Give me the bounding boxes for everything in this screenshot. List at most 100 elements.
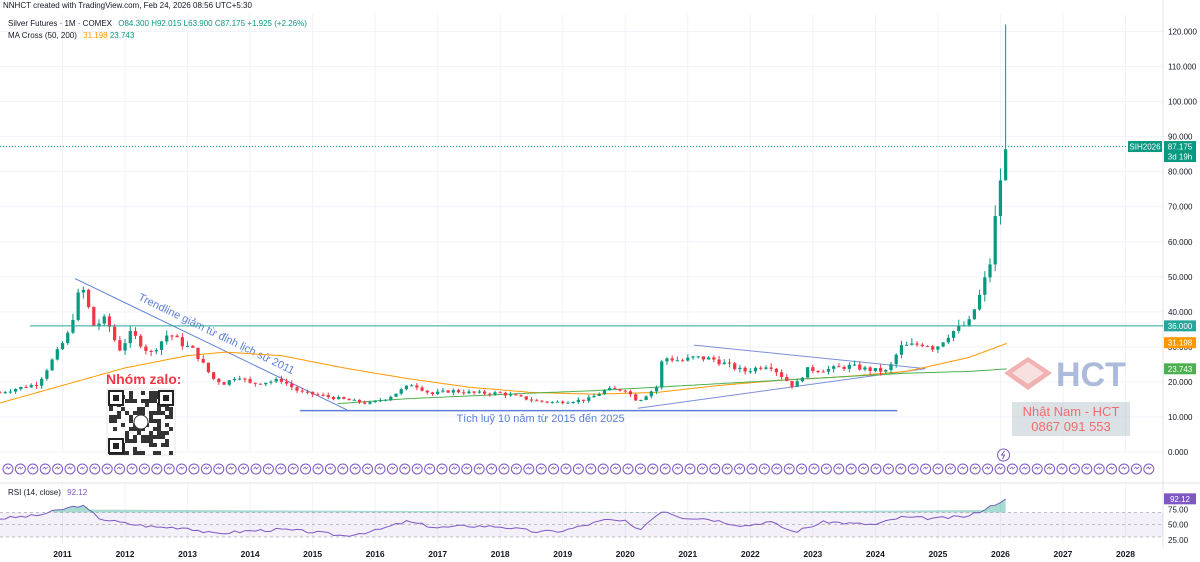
candle — [269, 380, 273, 385]
event-glyph — [54, 466, 61, 470]
countdown-badge: 3d 19h — [1164, 151, 1196, 163]
candle-body — [988, 264, 992, 278]
qr-module — [157, 423, 161, 427]
qr-module — [149, 399, 153, 403]
candle-body — [795, 381, 799, 387]
event-circle — [424, 463, 436, 475]
candle-body — [931, 346, 935, 350]
candle — [102, 314, 106, 327]
rsi-badge: 92.12 — [1164, 493, 1196, 505]
candle-body — [800, 377, 805, 382]
event-circle — [200, 463, 212, 475]
candle-body — [540, 400, 544, 402]
candle-body — [201, 359, 205, 363]
candle-body — [222, 382, 226, 385]
candle-body — [936, 346, 940, 350]
candle — [232, 377, 237, 382]
qr-module — [125, 435, 129, 439]
candle-body — [50, 359, 54, 371]
event-marker — [895, 463, 907, 475]
candle — [253, 382, 257, 387]
rsi-legend[interactable]: RSI (14, close) 92.12 — [8, 488, 87, 498]
candle-body — [368, 402, 372, 404]
candle — [837, 363, 841, 368]
event-marker — [262, 463, 274, 475]
candle-body — [232, 378, 237, 381]
event-glyph — [563, 466, 569, 470]
ma-lines — [0, 342, 1007, 405]
candle-body — [81, 289, 85, 293]
event-circle — [1106, 463, 1118, 475]
candle — [488, 392, 492, 397]
candle-body — [733, 363, 737, 370]
event-glyph — [588, 466, 594, 470]
qr-module — [141, 407, 145, 411]
candle — [498, 391, 502, 394]
event-glyph — [997, 466, 1003, 470]
candle — [550, 401, 554, 404]
event-circle — [1081, 463, 1093, 475]
price-tick-label: 80.000 — [1168, 168, 1193, 177]
event-circle — [994, 463, 1006, 475]
candle-body — [576, 399, 580, 403]
event-glyph — [67, 466, 73, 470]
flash-event-glyph — [1000, 450, 1006, 460]
price-tick-label: 120.000 — [1168, 28, 1197, 37]
symbol-badge-bg — [1128, 141, 1162, 153]
candle-body — [92, 307, 96, 327]
candle-body — [373, 400, 377, 403]
event-glyph — [1046, 466, 1053, 470]
candle-body — [253, 382, 257, 384]
candle-body — [951, 331, 956, 338]
event-glyph — [476, 466, 482, 470]
symbol-legend[interactable]: Silver Futures · 1M · COMEX O84.300 H92.… — [8, 19, 307, 29]
candle-body — [832, 366, 836, 369]
candle-body — [410, 385, 414, 387]
event-circle — [225, 463, 237, 475]
candle-body — [873, 368, 877, 371]
candle — [660, 359, 664, 390]
qr-module — [153, 443, 157, 447]
event-marker — [696, 463, 708, 475]
qr-module — [161, 443, 165, 447]
event-glyph — [1034, 466, 1040, 470]
logo-diamond-inner — [1012, 362, 1044, 384]
ma-slow-line — [337, 368, 1007, 405]
event-marker — [572, 463, 584, 475]
candle-body — [206, 362, 211, 373]
event-circle — [610, 463, 622, 475]
candle-body — [738, 367, 742, 370]
candle — [352, 398, 356, 401]
qr-module — [145, 399, 149, 403]
event-marker — [1031, 463, 1043, 475]
ma-legend[interactable]: MA Cross (50, 200) 31.198 23.743 — [8, 31, 134, 41]
candle-body — [717, 359, 721, 365]
candle-body — [785, 376, 789, 381]
event-glyph — [1084, 466, 1090, 470]
event-marker — [1056, 463, 1068, 475]
event-circle — [138, 463, 150, 475]
candle-body — [899, 345, 904, 355]
candle-body — [29, 384, 33, 388]
event-circle — [622, 463, 634, 475]
candle-body — [613, 387, 617, 389]
rsi-badge-text: 92.12 — [1170, 495, 1191, 504]
candle — [222, 381, 226, 385]
candle-body — [649, 391, 653, 397]
candle — [326, 392, 330, 399]
candle-body — [102, 316, 106, 324]
last-price-badge-bg — [1164, 141, 1196, 153]
event-circle — [163, 463, 175, 475]
candle — [738, 364, 742, 373]
event-glyph — [811, 466, 817, 470]
candle — [613, 385, 617, 389]
qr-module — [145, 439, 149, 443]
last-price-badge-text: 87.175 — [1168, 143, 1193, 152]
event-circle — [486, 463, 498, 475]
candle — [889, 361, 893, 374]
qr-module — [153, 419, 157, 423]
event-circle — [548, 463, 560, 475]
event-circle — [498, 463, 510, 475]
candle — [76, 288, 80, 322]
candle — [509, 391, 513, 397]
